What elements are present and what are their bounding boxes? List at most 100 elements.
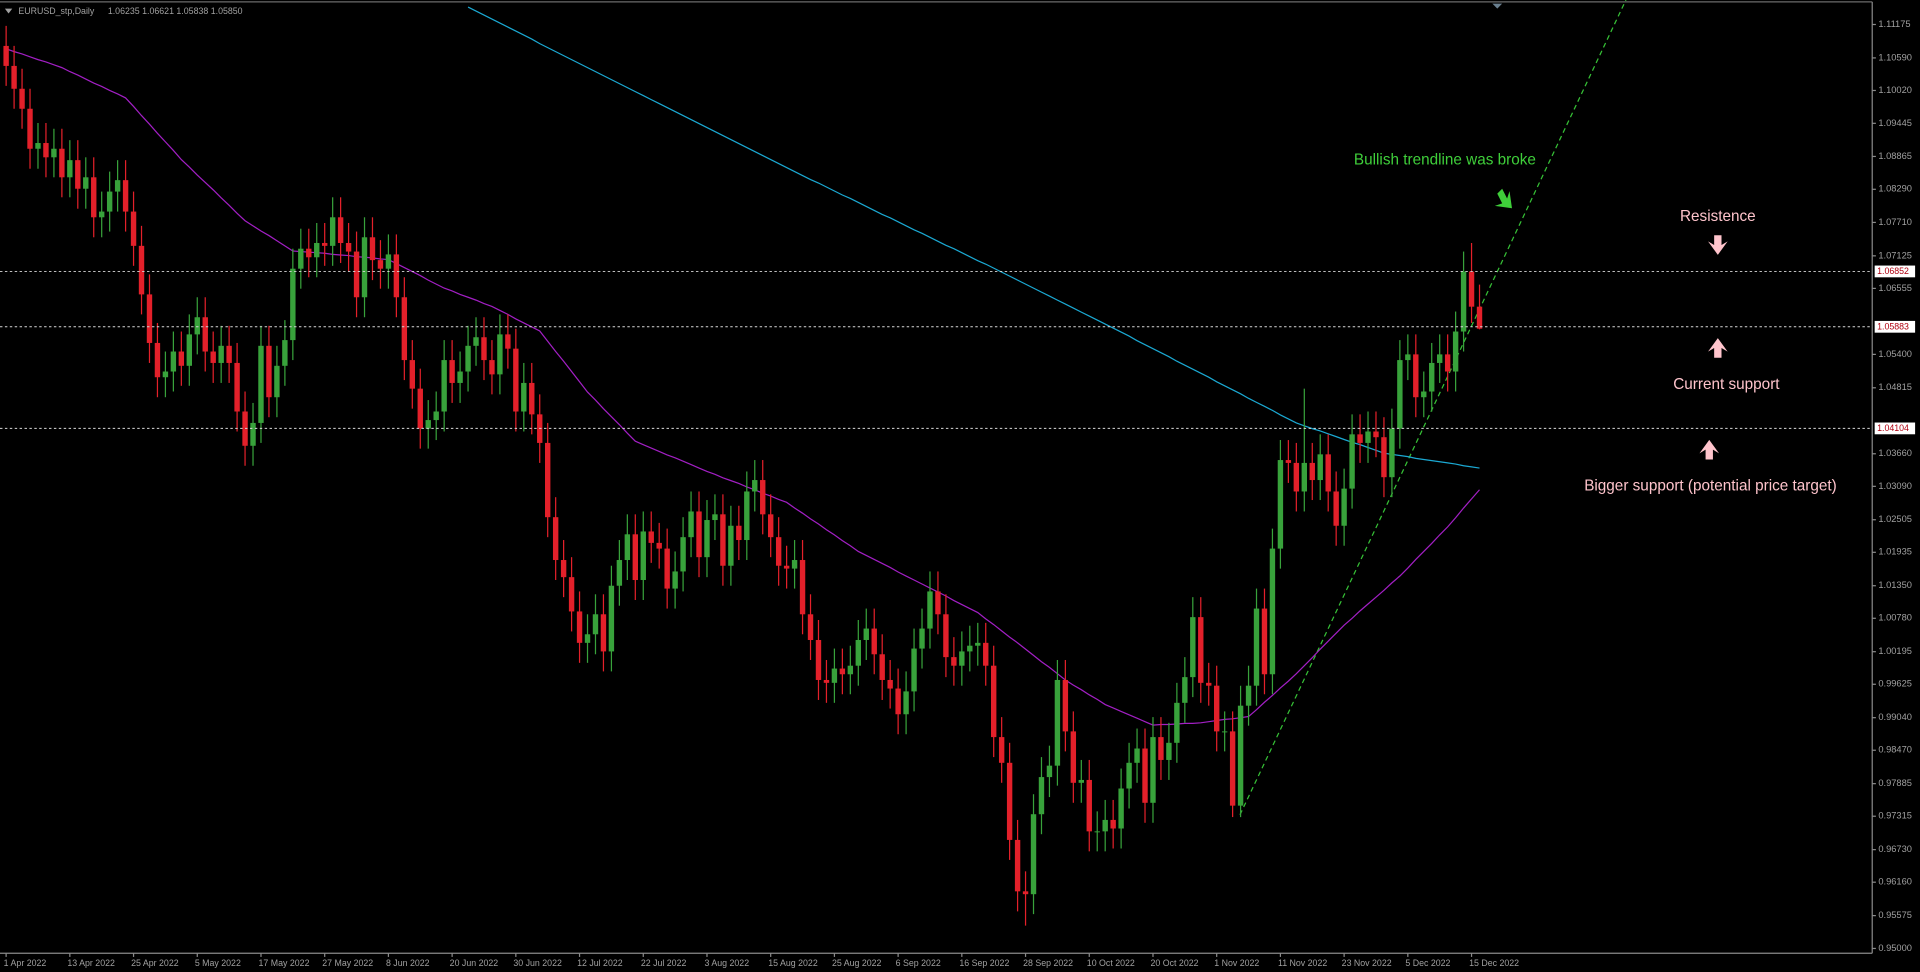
x-tick-label: 30 Jun 2022 bbox=[513, 958, 562, 968]
x-tick-label: 11 Nov 2022 bbox=[1278, 958, 1327, 968]
x-tick-label: 8 Jun 2022 bbox=[386, 958, 430, 968]
x-tick-label: 20 Oct 2022 bbox=[1151, 958, 1199, 968]
candle-body bbox=[911, 648, 917, 692]
candle-body bbox=[266, 345, 272, 398]
candle-body bbox=[457, 371, 463, 383]
candle-body bbox=[1365, 431, 1371, 443]
candle-body bbox=[1014, 839, 1021, 892]
candle-body bbox=[648, 531, 654, 543]
indicator-line bbox=[5, 48, 1480, 726]
candle-body bbox=[35, 143, 41, 149]
candle-body bbox=[282, 340, 288, 366]
candle-body bbox=[441, 360, 447, 412]
candle-body bbox=[1421, 391, 1427, 398]
candle-body bbox=[186, 334, 192, 366]
candle-body bbox=[752, 480, 758, 492]
candle-body bbox=[146, 294, 153, 343]
x-tick-label: 1 Apr 2022 bbox=[4, 958, 47, 968]
y-tick-label: 1.10590 bbox=[1878, 52, 1912, 62]
candle-body bbox=[584, 634, 591, 643]
candle-body bbox=[983, 642, 989, 666]
candle-body bbox=[1269, 548, 1276, 675]
candle-body bbox=[1038, 777, 1045, 815]
trendline bbox=[1239, 0, 1627, 816]
candle-body bbox=[377, 260, 384, 269]
candle-body bbox=[895, 688, 901, 715]
candle-body bbox=[1213, 685, 1220, 732]
candle-body bbox=[688, 511, 694, 538]
x-tick-label: 1 Nov 2022 bbox=[1214, 958, 1259, 968]
candle-body bbox=[234, 362, 240, 412]
candle-body bbox=[823, 679, 830, 683]
candle-body bbox=[1229, 731, 1236, 806]
x-tick-label: 22 Jul 2022 bbox=[641, 958, 687, 968]
candle-body bbox=[1277, 460, 1284, 549]
candle-body bbox=[401, 297, 408, 361]
candle-body bbox=[760, 480, 766, 515]
candle-body bbox=[552, 517, 559, 561]
candle-body bbox=[345, 242, 352, 252]
candle-body bbox=[43, 143, 49, 158]
y-tick-label: 0.97315 bbox=[1878, 811, 1912, 821]
candle-body bbox=[1460, 271, 1467, 332]
y-tick-label: 1.01350 bbox=[1878, 580, 1912, 590]
candle-body bbox=[290, 268, 296, 341]
candle-body bbox=[560, 560, 567, 578]
candle-body bbox=[855, 639, 861, 666]
candle-body bbox=[871, 628, 877, 655]
x-tick-label: 25 Aug 2022 bbox=[832, 958, 882, 968]
candle-body bbox=[744, 491, 750, 541]
candle-body bbox=[903, 691, 909, 715]
candle-body bbox=[1341, 488, 1347, 526]
candle-body bbox=[831, 668, 838, 683]
x-tick-label: 20 Jun 2022 bbox=[450, 958, 499, 968]
y-tick-label: 1.06555 bbox=[1878, 283, 1912, 293]
candle-body bbox=[1182, 677, 1188, 703]
candle-body bbox=[791, 560, 798, 569]
candle-body bbox=[720, 514, 726, 566]
candle-body bbox=[449, 360, 455, 383]
candle-body bbox=[409, 360, 415, 389]
candle-body bbox=[218, 345, 224, 363]
candle-body bbox=[497, 334, 503, 375]
x-tick-label: 5 May 2022 bbox=[195, 958, 241, 968]
y-tick-label: 1.01935 bbox=[1878, 547, 1912, 557]
candle-body bbox=[361, 237, 368, 298]
candle-body bbox=[712, 514, 718, 521]
candle-body bbox=[353, 251, 360, 298]
candle-body bbox=[1468, 271, 1475, 307]
candle-body bbox=[99, 211, 105, 218]
candle-body bbox=[815, 639, 822, 680]
candle-body bbox=[1397, 360, 1403, 429]
candle-body bbox=[1349, 434, 1355, 489]
candle-body bbox=[170, 351, 177, 372]
candle-body bbox=[114, 180, 121, 192]
candle-body bbox=[1285, 460, 1292, 463]
header-icon bbox=[4, 8, 13, 14]
candle-body bbox=[258, 345, 264, 423]
y-tick-label: 1.08290 bbox=[1878, 184, 1912, 194]
candle-body bbox=[210, 351, 216, 363]
candle-body bbox=[887, 679, 893, 689]
candle-body bbox=[162, 371, 169, 378]
candle-body bbox=[1381, 437, 1387, 478]
candle-body bbox=[337, 217, 344, 243]
candle-body bbox=[807, 614, 814, 640]
candle-body bbox=[736, 525, 742, 541]
candle-body bbox=[274, 365, 280, 398]
candle-body bbox=[481, 337, 487, 361]
candle-body bbox=[513, 348, 519, 412]
x-tick-label: 17 May 2022 bbox=[259, 958, 310, 968]
candle-body bbox=[1436, 354, 1443, 363]
x-tick-label: 5 Dec 2022 bbox=[1405, 958, 1450, 968]
candle-body bbox=[1357, 434, 1363, 443]
candle-body bbox=[1166, 742, 1172, 760]
candle-body bbox=[425, 420, 431, 429]
candle-body bbox=[314, 242, 320, 258]
candle-body bbox=[154, 342, 161, 378]
candle-body bbox=[775, 537, 782, 566]
candle-body bbox=[624, 534, 631, 561]
annotation: Current support bbox=[1673, 376, 1780, 393]
level-tag bbox=[1874, 265, 1916, 278]
